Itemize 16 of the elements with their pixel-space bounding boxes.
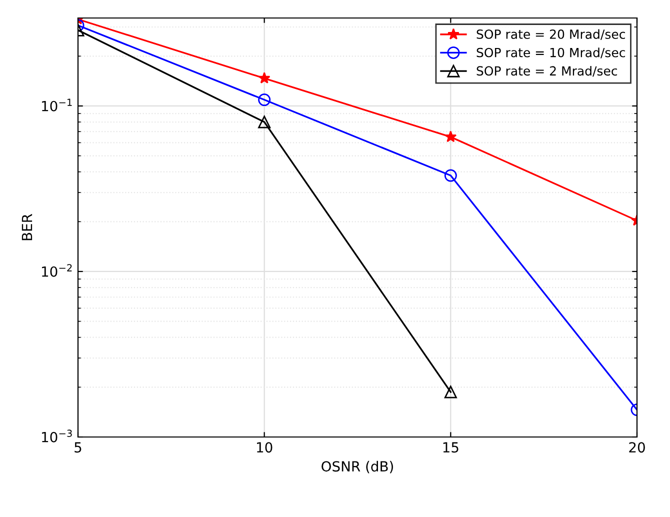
point — [258, 72, 270, 84]
x-tick-label: 5 — [74, 442, 82, 453]
y-tick-label: 10$^{−2}$ — [42, 264, 72, 277]
x-tick-label: 15 — [443, 442, 458, 453]
point — [444, 130, 457, 142]
y-axis-title: BER — [22, 214, 32, 240]
y-tick-label: 10$^{−1}$ — [42, 98, 72, 112]
legend-label: SOP rate = 2 Mrad/sec — [476, 66, 618, 77]
legend-label: SOP rate = 10 Mrad/sec — [476, 48, 625, 58]
x-tick-label: 20 — [629, 442, 645, 453]
y-tick-label: 10$^{−3}$ — [42, 430, 72, 442]
point — [258, 116, 271, 128]
legend-label: SOP rate = 20 Mrad/sec — [476, 29, 625, 40]
x-axis-title: OSNR (dB) — [322, 460, 393, 474]
point — [444, 386, 457, 398]
x-tick-label: 10 — [257, 442, 272, 453]
